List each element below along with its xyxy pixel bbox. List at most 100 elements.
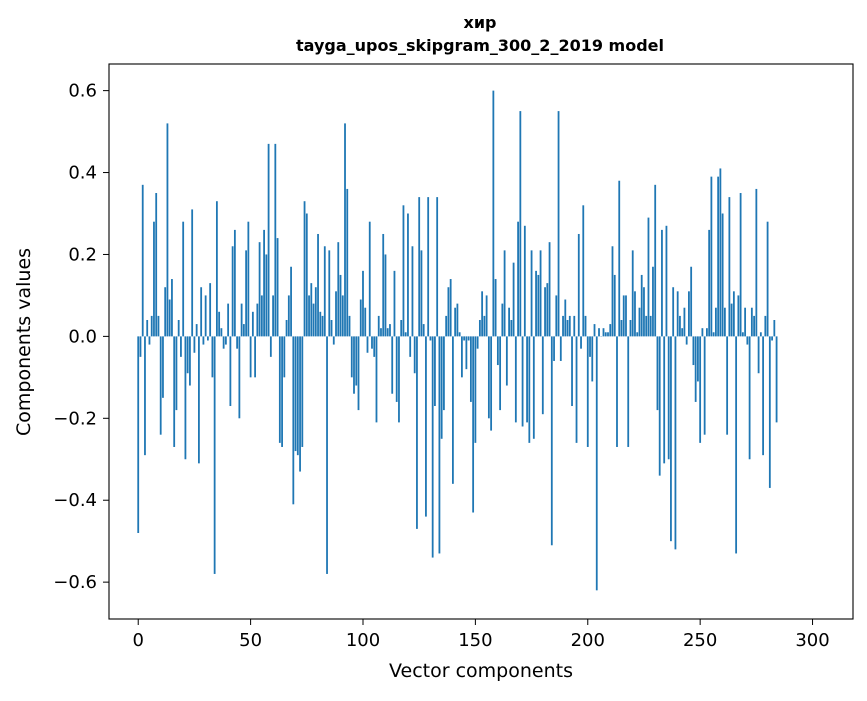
bar-component-17 (176, 336, 178, 410)
bar-component-241 (679, 316, 681, 336)
x-tick-label: 200 (571, 630, 605, 651)
bar-component-88 (335, 291, 337, 336)
bar-component-137 (445, 316, 447, 336)
bar-component-210 (609, 324, 611, 336)
bar-component-25 (194, 336, 196, 352)
bar-component-32 (209, 283, 211, 336)
bar-component-245 (688, 291, 690, 336)
bar-component-227 (648, 218, 650, 337)
bar-component-13 (167, 123, 169, 336)
bar-component-165 (508, 308, 510, 337)
x-tick-label: 150 (458, 630, 492, 651)
bar-component-192 (569, 316, 571, 336)
bar-component-217 (625, 295, 627, 336)
bar-component-59 (270, 336, 272, 356)
bar-component-240 (677, 291, 679, 336)
bar-component-153 (481, 291, 483, 336)
bar-component-3 (144, 336, 146, 455)
bar-component-47 (243, 324, 245, 336)
bar-component-77 (310, 283, 312, 336)
bar-component-195 (576, 336, 578, 442)
bar-component-70 (295, 336, 297, 451)
bar-component-247 (693, 336, 695, 365)
bar-component-212 (614, 275, 616, 336)
bar-component-127 (423, 324, 425, 336)
x-tick-label: 0 (132, 630, 143, 651)
bar-component-187 (558, 111, 560, 336)
bar-component-276 (758, 336, 760, 373)
bar-component-107 (378, 316, 380, 336)
bar-component-218 (627, 336, 629, 447)
bar-component-135 (441, 336, 443, 438)
bar-component-40 (227, 304, 229, 337)
bar-component-184 (551, 336, 553, 545)
bar-component-166 (510, 320, 512, 336)
bar-component-145 (463, 336, 465, 340)
bar-component-158 (492, 91, 494, 337)
bar-component-159 (495, 279, 497, 336)
bar-component-274 (753, 316, 755, 336)
bar-component-93 (346, 189, 348, 336)
bar-component-244 (686, 336, 688, 344)
bar-component-243 (684, 308, 686, 337)
bar-component-111 (387, 328, 389, 336)
y-tick-label: 0.4 (68, 163, 97, 184)
bar-component-179 (540, 250, 542, 336)
bar-component-148 (470, 336, 472, 402)
bar-component-28 (200, 287, 202, 336)
bar-component-81 (319, 312, 321, 337)
bar-component-82 (322, 316, 324, 336)
bar-component-209 (607, 332, 609, 336)
bar-component-109 (382, 234, 384, 336)
bar-component-56 (263, 230, 265, 336)
bar-component-73 (301, 336, 303, 447)
bar-component-226 (645, 316, 647, 336)
bar-component-26 (196, 324, 198, 336)
bar-component-23 (189, 336, 191, 385)
bar-component-87 (333, 336, 335, 344)
bar-component-119 (405, 332, 407, 336)
bar-component-83 (324, 246, 326, 336)
bar-component-220 (632, 250, 634, 336)
bar-component-120 (407, 214, 409, 337)
bar-component-12 (164, 287, 166, 336)
bar-component-0 (137, 336, 139, 533)
bar-component-147 (468, 336, 470, 340)
bar-component-121 (409, 336, 411, 356)
bar-component-258 (717, 177, 719, 337)
bar-component-34 (214, 336, 216, 574)
bar-component-170 (519, 111, 521, 336)
bar-component-101 (364, 308, 366, 337)
bar-component-142 (457, 304, 459, 337)
bar-component-136 (443, 336, 445, 410)
bar-component-211 (612, 246, 614, 336)
bar-component-65 (283, 336, 285, 377)
bar-component-197 (580, 336, 582, 348)
bar-component-246 (690, 267, 692, 337)
bar-component-71 (297, 336, 299, 455)
bar-component-174 (528, 336, 530, 442)
bar-component-33 (212, 336, 214, 377)
bar-component-191 (567, 320, 569, 336)
bar-component-260 (722, 214, 724, 337)
bar-component-157 (490, 336, 492, 430)
bar-component-282 (771, 336, 773, 340)
bar-component-181 (544, 287, 546, 336)
bar-component-177 (535, 271, 537, 337)
bar-component-182 (546, 283, 548, 336)
bar-component-214 (618, 181, 620, 337)
bar-component-250 (699, 336, 701, 442)
bar-component-5 (149, 336, 151, 344)
bar-component-238 (672, 287, 674, 336)
bar-component-132 (434, 336, 436, 406)
bar-component-146 (465, 336, 467, 369)
bar-component-78 (313, 304, 315, 337)
x-axis-label: Vector components (389, 660, 573, 682)
chart-title: хир (464, 13, 497, 32)
bar-component-268 (740, 193, 742, 336)
bar-component-176 (533, 336, 535, 438)
bar-component-160 (497, 336, 499, 365)
bar-component-67 (288, 295, 290, 336)
bar-component-203 (594, 324, 596, 336)
